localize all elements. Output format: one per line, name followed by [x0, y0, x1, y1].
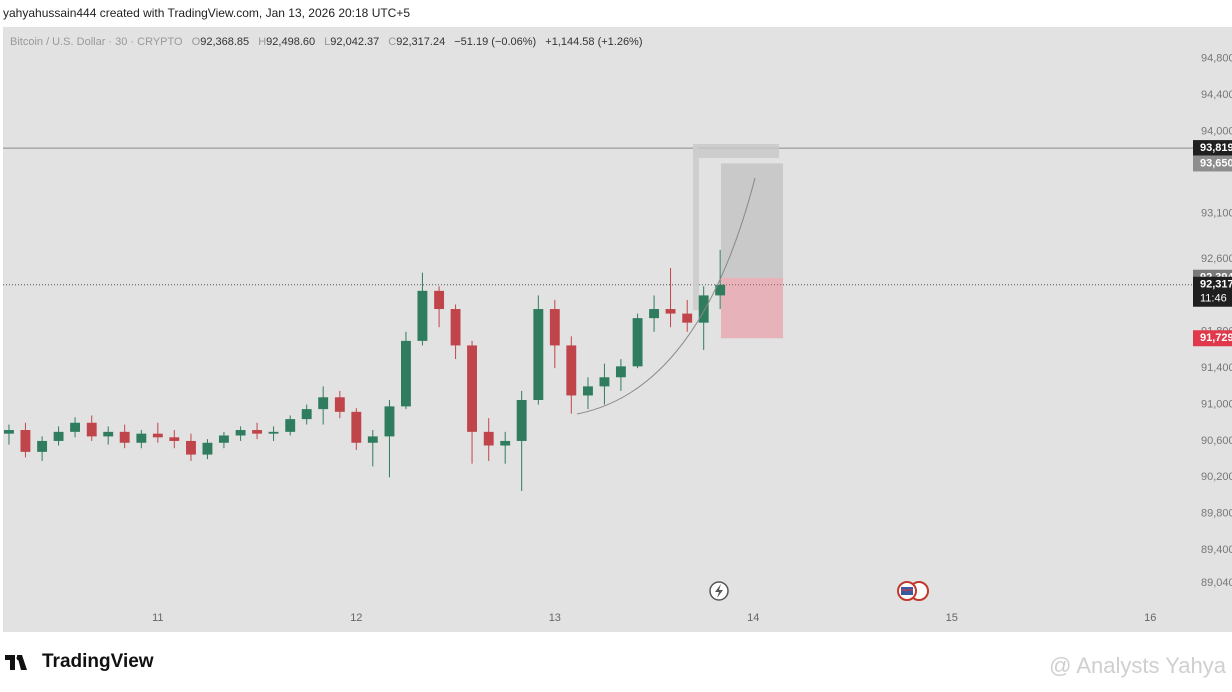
candle-body: [318, 397, 329, 410]
candle-body: [401, 340, 411, 407]
x-tick-label: 14: [747, 612, 759, 624]
candle-body: [218, 435, 229, 443]
candle-body: [715, 284, 726, 296]
position-target-zone: [721, 277, 783, 339]
price-tag: [1193, 155, 1232, 172]
y-tick-label: 94,000: [1201, 126, 1232, 138]
candle-body: [334, 397, 345, 412]
ohlc-value: 92,317.24: [396, 36, 445, 48]
candle-body: [665, 309, 676, 314]
highlight-bar: [693, 144, 699, 310]
ohlc-key: H: [258, 36, 266, 48]
logo: [5, 655, 27, 670]
price-tag: [1193, 276, 1232, 307]
candle-body: [566, 345, 577, 396]
candle-body: [483, 431, 494, 446]
candle-body: [533, 309, 544, 401]
candle-body: [367, 436, 378, 443]
candle-body: [119, 431, 130, 443]
candle-body: [500, 440, 511, 446]
candle-body: [86, 422, 97, 437]
candle-body: [202, 442, 213, 455]
position-stop-zone: [721, 163, 783, 278]
y-tick-label: 90,200: [1201, 471, 1232, 483]
ohlc-value: 92,498.60: [266, 36, 315, 48]
x-tick-label: 13: [549, 612, 561, 624]
candle-body: [70, 422, 80, 432]
x-tick-label: 12: [350, 612, 362, 624]
ohlc-value: 92,042.37: [330, 36, 379, 48]
credit: yahyahussain444 created with TradingView…: [3, 6, 410, 20]
candle-body: [252, 430, 263, 434]
x-tick-label: 16: [1144, 612, 1156, 624]
flag-icons[interactable]: [897, 581, 929, 601]
candle-body: [549, 309, 560, 346]
candle-body: [186, 440, 196, 455]
candle-body: [136, 433, 147, 443]
ohlc-key: C: [388, 36, 396, 48]
candle-body: [649, 309, 660, 319]
candle-body: [4, 430, 14, 434]
ohlc-value: 92,368.85: [200, 36, 249, 48]
x-tick-label: 11: [152, 612, 163, 624]
y-tick-label: 93,100: [1201, 207, 1232, 219]
candle-body: [467, 345, 477, 432]
curve: [576, 177, 756, 415]
candle-body: [37, 440, 48, 452]
event-icon[interactable]: [709, 581, 729, 601]
countdown: 11:46: [1200, 293, 1227, 305]
price-tag: [1193, 140, 1232, 157]
legend: Bitcoin / U.S. Dollar · 30 · CRYPTO O92,…: [10, 36, 643, 48]
y-tick-label: 94,400: [1201, 89, 1232, 101]
candle-body: [351, 411, 362, 443]
y-tick-label: 92,600: [1201, 253, 1232, 265]
change: −51.19 (−0.06%): [454, 36, 536, 48]
candle-body: [583, 386, 593, 396]
y-tick-label: 91,000: [1201, 398, 1232, 410]
symbol: Bitcoin / U.S. Dollar · 30 · CRYPTO: [10, 36, 183, 48]
highlight-box: [693, 144, 779, 158]
ohlc-key: O: [192, 36, 201, 48]
candle-body: [169, 437, 180, 441]
candle-body: [152, 433, 163, 438]
price-tag-label: 92,317: [1200, 279, 1232, 291]
candle-body: [516, 400, 527, 441]
candle-body: [301, 409, 312, 420]
logo-text: TradingView: [42, 651, 154, 672]
plot-bg: [3, 27, 1232, 632]
watermark: @ Analysts Yahya: [1049, 653, 1227, 678]
price-tag-label: 93,650: [1200, 157, 1232, 169]
y-tick-label: 90,600: [1201, 435, 1232, 447]
candle-body: [384, 406, 395, 437]
candle-body: [615, 366, 626, 378]
candle-body: [268, 431, 279, 434]
change-period: +1,144.58 (+1.26%): [545, 36, 642, 48]
candle-body: [599, 377, 610, 387]
candle-body: [285, 419, 296, 432]
candle-body: [20, 430, 31, 452]
price-tag-label: 93,819: [1200, 142, 1232, 154]
price-tag-label: 91,729: [1200, 332, 1232, 344]
y-tick-label: 89,040: [1201, 577, 1232, 589]
price-tag: [1193, 330, 1232, 347]
y-tick-label: 91,400: [1201, 362, 1232, 374]
y-tick-label: 89,800: [1201, 508, 1232, 520]
candle-body: [682, 313, 693, 323]
x-tick-label: 15: [946, 612, 958, 624]
candle-body: [698, 295, 709, 323]
y-tick-label: 89,400: [1201, 544, 1232, 556]
ohlc-key: L: [324, 36, 330, 48]
candle-body: [235, 430, 246, 436]
candle-body: [53, 431, 64, 441]
candle-body: [103, 431, 114, 437]
candle-body: [417, 290, 428, 341]
y-tick-label: 94,800: [1201, 53, 1232, 65]
candle-body: [434, 290, 445, 310]
candle-body: [450, 309, 461, 346]
candle-body: [632, 318, 643, 367]
